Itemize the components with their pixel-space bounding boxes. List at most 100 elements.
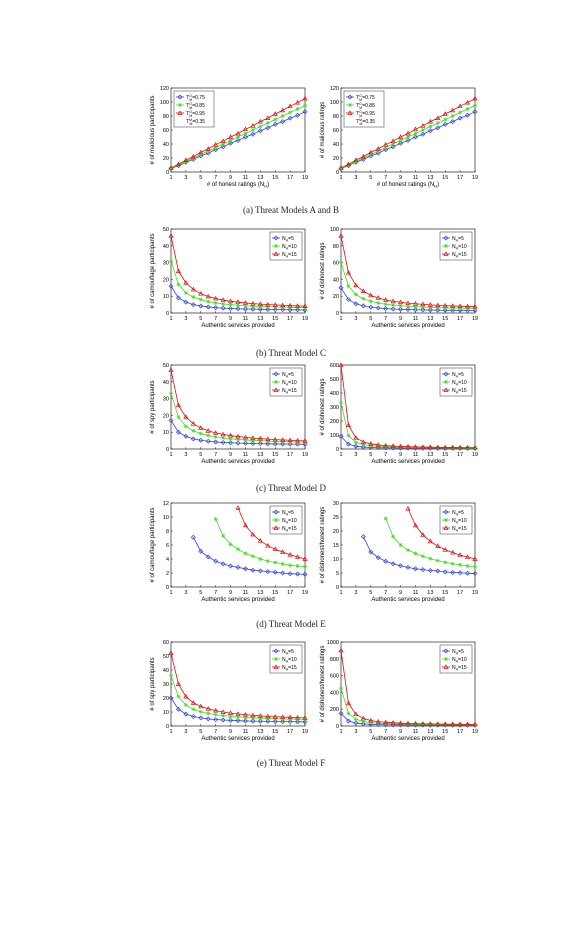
series-line-3: [170, 235, 306, 307]
y-tick-label: 0: [336, 585, 339, 591]
data-point: [280, 302, 286, 308]
data-point: [243, 437, 248, 442]
data-point: [272, 111, 278, 116]
data-point: [412, 307, 418, 313]
y-tick-label: 10: [333, 557, 339, 563]
data-point: [213, 434, 218, 439]
data-point: [198, 152, 203, 157]
data-point: [406, 445, 410, 450]
data-point: [473, 722, 477, 727]
x-tick-label: 9: [229, 729, 232, 735]
data-point: [406, 722, 410, 727]
data-point: [398, 721, 403, 726]
y-tick-label: 80: [163, 114, 169, 120]
data-point: [368, 149, 374, 155]
x-tick-label: 11: [243, 316, 249, 322]
data-point: [443, 117, 448, 122]
y-tick-label: 0: [336, 311, 339, 317]
data-point: [405, 307, 411, 313]
data-point: [257, 568, 263, 574]
y-tick-label: 1000: [327, 640, 339, 646]
x-tick-label: 13: [257, 316, 263, 322]
data-point: [472, 109, 478, 115]
legend-label-2: NH=15: [452, 665, 467, 672]
data-point: [353, 440, 358, 445]
data-point: [472, 721, 478, 727]
data-point: [368, 152, 373, 157]
legend-label-0: NH=5: [282, 236, 294, 243]
data-point: [220, 305, 226, 311]
data-point: [450, 549, 456, 555]
x-tick-label: 15: [442, 590, 448, 596]
y-tick-label: 100: [330, 227, 339, 233]
data-point: [383, 442, 389, 448]
data-point: [235, 718, 241, 724]
data-point: [295, 571, 301, 577]
y-tick-label: 20: [163, 156, 169, 162]
x-tick-label: 1: [339, 175, 342, 181]
data-point: [450, 722, 455, 727]
data-point: [190, 302, 196, 308]
data-point: [405, 505, 411, 511]
legend-marker: [273, 251, 279, 256]
data-point: [242, 134, 248, 140]
data-point: [272, 569, 278, 575]
data-point: [420, 307, 426, 313]
data-point: [375, 442, 381, 447]
x-tick-label: 15: [272, 729, 278, 735]
data-point: [250, 123, 256, 128]
x-tick-label: 17: [287, 729, 293, 735]
data-point: [338, 285, 344, 291]
legend-marker: [443, 525, 449, 530]
x-tick-label: 1: [169, 729, 172, 735]
data-point: [280, 441, 286, 447]
data-point: [427, 721, 433, 726]
data-point: [435, 444, 441, 450]
data-point: [383, 141, 389, 147]
x-tick-label: 17: [457, 729, 463, 735]
x-tick-label: 17: [457, 316, 463, 322]
y-axis-label: # of dishonest/honest ratings: [320, 646, 326, 723]
data-point: [198, 303, 204, 309]
data-point: [435, 543, 441, 548]
data-point: [198, 703, 204, 709]
x-tick-label: 7: [384, 729, 387, 735]
y-tick-label: 0: [166, 724, 169, 730]
x-tick-label: 13: [427, 175, 433, 181]
legend-marker: [274, 244, 278, 248]
legend-label-0: NH=5: [282, 372, 294, 379]
data-point: [465, 112, 471, 118]
data-point: [168, 283, 174, 289]
data-point: [353, 301, 359, 307]
data-point: [221, 533, 226, 538]
data-point: [190, 436, 196, 442]
y-tick-label: 15: [333, 543, 339, 549]
x-tick-label: 13: [427, 452, 433, 458]
x-tick-label: 17: [457, 175, 463, 181]
y-tick-label: 400: [330, 391, 339, 397]
data-point: [457, 721, 463, 727]
data-point: [198, 297, 203, 302]
data-point: [413, 131, 418, 136]
data-point: [457, 444, 463, 450]
x-tick-label: 17: [287, 452, 293, 458]
data-point: [412, 301, 419, 306]
data-point: [213, 717, 219, 723]
x-tick-label: 5: [369, 175, 372, 181]
x-tick-label: 3: [184, 175, 187, 181]
x-tick-label: 11: [413, 452, 419, 458]
data-point: [338, 233, 344, 238]
data-point: [420, 721, 426, 726]
x-tick-label: 7: [214, 452, 217, 458]
data-point: [368, 292, 374, 298]
data-point: [168, 165, 174, 170]
data-point: [272, 719, 278, 725]
data-point: [368, 717, 374, 723]
data-point: [206, 711, 211, 716]
series-line-1: [170, 420, 306, 445]
data-point: [183, 157, 189, 162]
